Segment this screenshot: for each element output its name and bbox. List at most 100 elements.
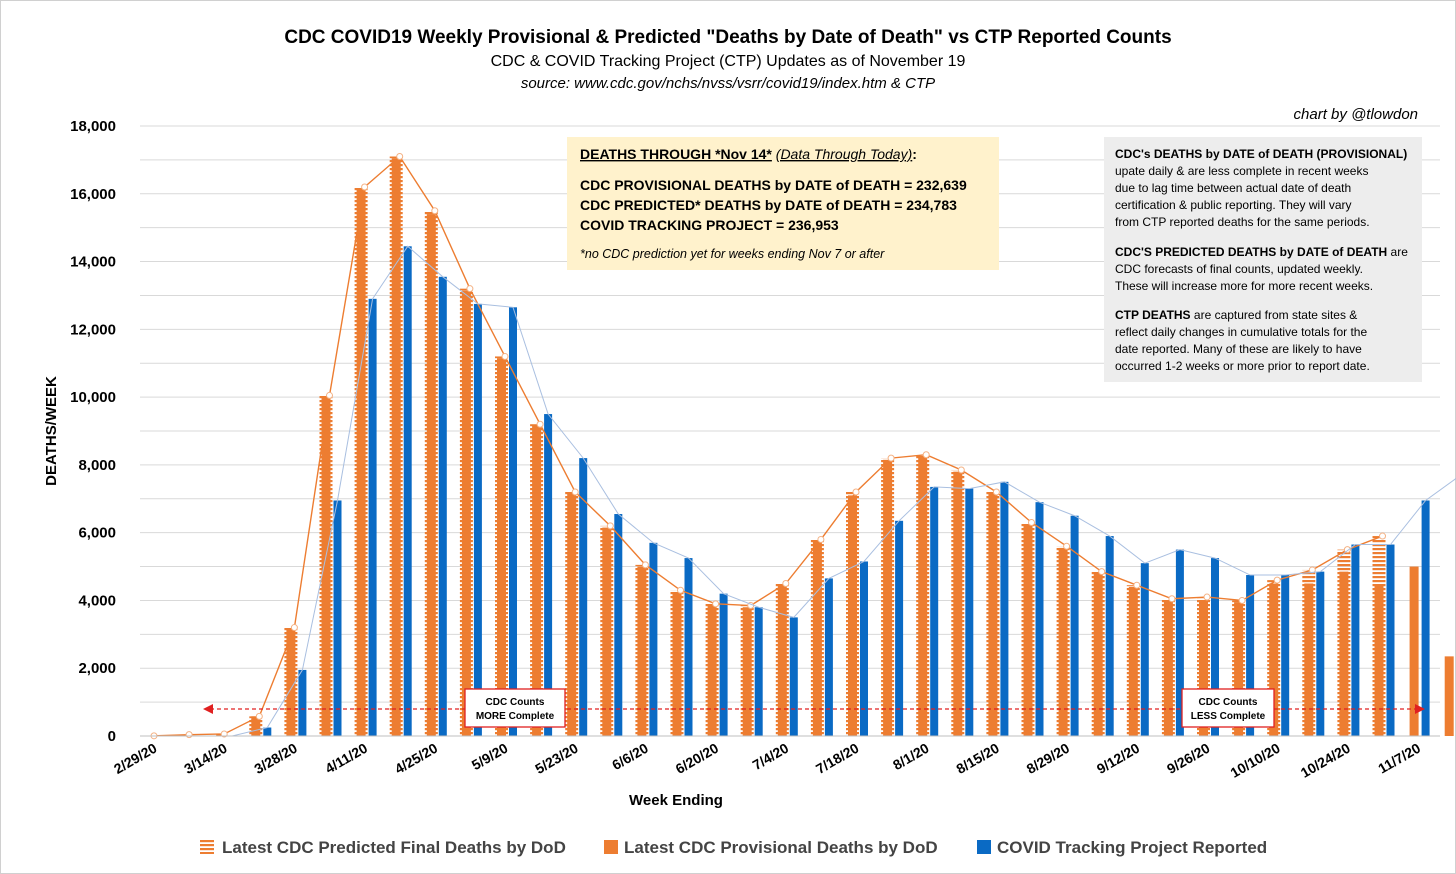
chart-credit: chart by @tlowdon	[1294, 106, 1418, 123]
flag-more-complete: CDC Counts MORE Complete	[464, 688, 566, 728]
bar-ctp	[754, 607, 763, 736]
completeness-arrow	[203, 704, 1425, 714]
point-predicted	[1028, 519, 1035, 526]
bar-ctp	[1421, 500, 1430, 736]
bar-ctp	[1105, 536, 1114, 736]
note-p1-line-1: upate daily & are less complete in recen…	[1115, 164, 1368, 178]
bar-provisional	[1199, 600, 1208, 736]
bar-provisional	[1339, 571, 1349, 736]
point-predicted	[922, 451, 930, 459]
callout-heading-bold: DEATHS THROUGH *Nov 14*	[580, 146, 772, 162]
point-predicted	[887, 454, 895, 462]
bar-provisional	[286, 629, 296, 736]
bar-provisional	[216, 733, 226, 736]
bar-provisional	[602, 527, 612, 736]
callout-predicted-total: CDC PREDICTED* DEATHS by DATE of DEATH =…	[580, 197, 957, 213]
point-predicted	[957, 466, 965, 474]
point-predicted	[817, 535, 825, 543]
bar-ctp	[1035, 502, 1044, 736]
y-tick-label: 6,000	[78, 525, 116, 542]
point-predicted	[1098, 568, 1106, 576]
point-predicted	[431, 207, 439, 215]
bar-ctp	[1140, 563, 1149, 736]
point-predicted	[1168, 595, 1176, 603]
point-predicted	[255, 712, 263, 720]
bar-ctp	[965, 488, 974, 736]
flag-less-complete: CDC Counts LESS Complete	[1181, 688, 1275, 728]
bar-ctp	[579, 458, 588, 736]
bar-provisional	[672, 591, 682, 736]
x-axis-label: Week Ending	[629, 792, 723, 809]
note-p3-line-2: date reported. Many of these are likely …	[1115, 342, 1362, 356]
bar-provisional	[1058, 547, 1068, 736]
y-tick-label: 16,000	[70, 186, 116, 203]
bar-ctp	[1316, 571, 1325, 736]
note-p1-line-0: CDC's DEATHS by DATE of DEATH (PROVISION…	[1115, 147, 1407, 161]
bar-provisional	[777, 585, 787, 736]
bar-provisional	[883, 459, 893, 736]
point-predicted	[501, 352, 509, 360]
bar-provisional	[1234, 602, 1244, 736]
bar-provisional	[1409, 566, 1419, 736]
side-note: CDC's DEATHS by DATE of DEATH (PROVISION…	[1104, 137, 1422, 382]
bar-ctp	[509, 307, 517, 736]
note-p3-line-3: occurred 1-2 weeks or more prior to repo…	[1115, 359, 1370, 373]
bar-ctp	[719, 593, 728, 736]
flag-less-line-1: CDC Counts	[1199, 697, 1258, 708]
bar-provisional	[321, 397, 331, 736]
bar-ctp	[1281, 575, 1290, 736]
point-predicted	[1343, 546, 1351, 554]
note-p1-line-2: due to lag time between actual date of d…	[1115, 181, 1351, 195]
note-p2-line-2: These will increase more for more recent…	[1115, 279, 1373, 293]
bar-provisional	[988, 493, 998, 736]
point-predicted	[1133, 581, 1141, 589]
bar-ctp	[1386, 544, 1395, 736]
y-tick-label: 12,000	[70, 321, 116, 338]
y-tick-label: 14,000	[70, 254, 116, 271]
point-predicted	[290, 624, 298, 632]
legend-label-provisional: Latest CDC Provisional Deaths by DoD	[624, 838, 938, 857]
bar-ctp	[895, 520, 904, 736]
bar-ctp	[298, 669, 307, 736]
bar-provisional	[1374, 585, 1384, 736]
note-p1-bold: CDC's DEATHS by DATE of DEATH (PROVISION…	[1115, 147, 1407, 161]
y-tick-label: 8,000	[78, 457, 116, 474]
bar-provisional	[356, 188, 366, 736]
legend-swatch-predicted	[200, 840, 214, 854]
legend: Latest CDC Predicted Final Deaths by DoD…	[200, 838, 1267, 857]
bar-provisional	[1163, 600, 1173, 736]
point-predicted	[466, 285, 474, 293]
bar-provisional	[1304, 583, 1314, 736]
point-predicted	[396, 153, 404, 160]
bar-provisional	[953, 471, 963, 736]
bar-provisional	[497, 358, 506, 736]
bar-ctp	[333, 500, 342, 736]
callout-heading-end: :	[912, 146, 917, 162]
note-p2-line-1: CDC forecasts of final counts, updated w…	[1115, 262, 1363, 276]
flag-more-complete-box	[464, 688, 566, 728]
line-predicted	[153, 155, 1383, 737]
point-predicted	[220, 730, 228, 738]
note-p2-line-0: CDC'S PREDICTED DEATHS by DATE of DEATH …	[1115, 245, 1408, 259]
point-predicted	[1238, 596, 1246, 604]
point-predicted	[712, 600, 720, 608]
ctp-bars	[263, 246, 1430, 737]
bar-provisional	[461, 290, 471, 736]
bar-provisional	[1093, 573, 1103, 736]
legend-swatch-ctp	[977, 840, 991, 854]
chart-subtitle: CDC & COVID Tracking Project (CTP) Updat…	[491, 53, 966, 70]
bar-ctp	[263, 727, 272, 736]
point-predicted	[185, 731, 193, 739]
bar-provisional	[848, 495, 857, 736]
point-predicted	[1379, 532, 1386, 540]
bar-ctp	[684, 558, 693, 736]
bar-ctp	[403, 246, 412, 737]
bar-provisional	[567, 493, 577, 736]
legend-label-predicted: Latest CDC Predicted Final Deaths by DoD	[222, 838, 566, 857]
bar-ctp	[1070, 515, 1079, 736]
bar-ctp	[860, 561, 868, 736]
y-tick-label: 10,000	[70, 389, 116, 406]
note-p2-tail: are	[1387, 245, 1408, 259]
point-predicted	[677, 586, 684, 594]
